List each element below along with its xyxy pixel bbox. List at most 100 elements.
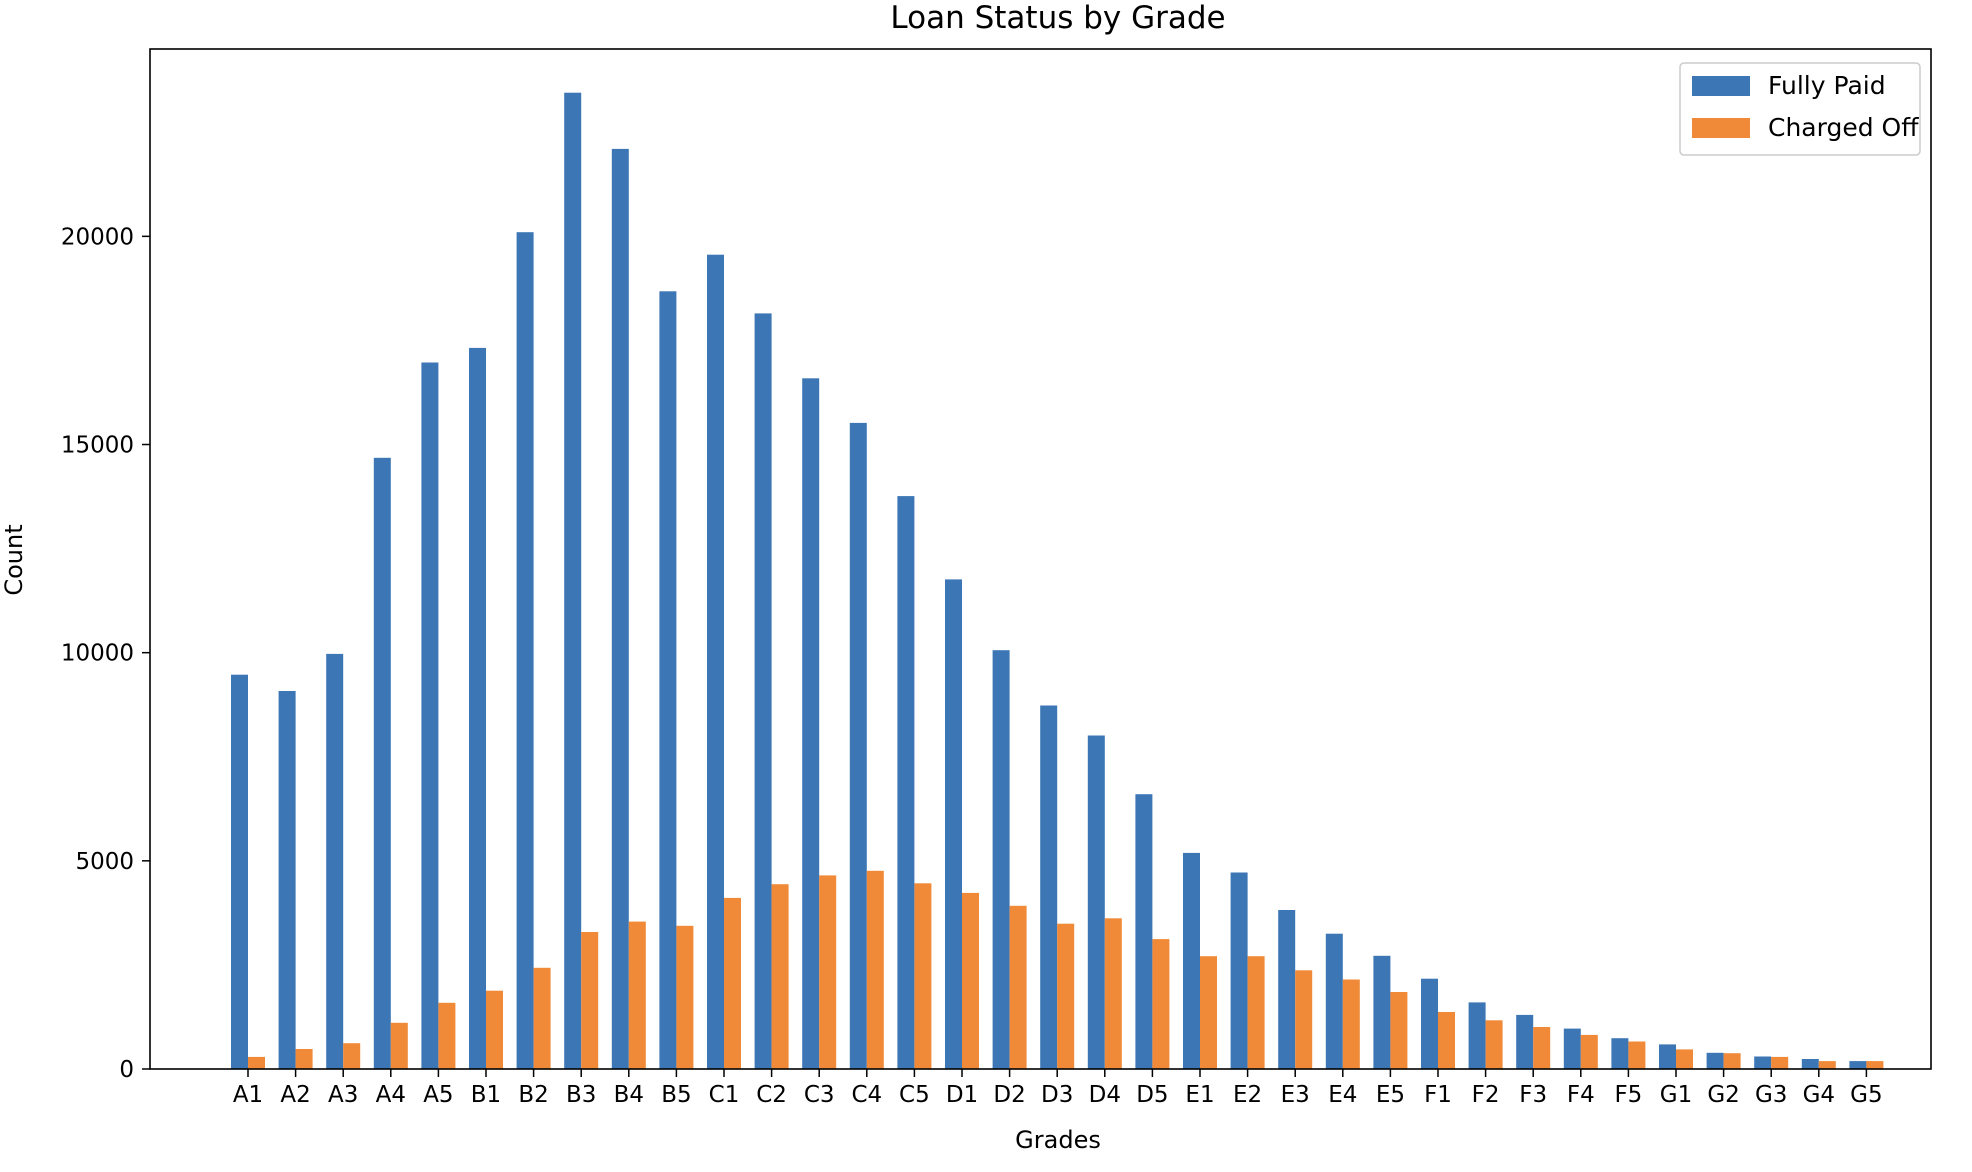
- y-tick-label: 0: [119, 1057, 134, 1083]
- x-tick-label: G1: [1660, 1082, 1692, 1108]
- x-tick-label: D4: [1089, 1082, 1121, 1108]
- x-tick-label: B3: [566, 1082, 596, 1108]
- bar-charged-off-c3: [819, 875, 837, 1069]
- bar-charged-off-f2: [1485, 1020, 1503, 1069]
- bar-fully-paid-f3: [1516, 1014, 1534, 1069]
- bar-charged-off-c1: [724, 897, 741, 1069]
- y-tick-label: 20000: [61, 224, 134, 250]
- bar-fully-paid-d4: [1087, 735, 1105, 1069]
- x-tick-label: F3: [1519, 1082, 1547, 1108]
- chart-title: Loan Status by Grade: [890, 0, 1225, 36]
- bar-charged-off-f1: [1438, 1012, 1455, 1069]
- bar-fully-paid-g3: [1754, 1056, 1772, 1069]
- x-tick-label: A1: [233, 1082, 263, 1108]
- bar-fully-paid-a1: [231, 674, 248, 1069]
- x-tick-label: A2: [280, 1082, 310, 1108]
- x-tick-label: B4: [614, 1082, 644, 1108]
- x-tick-label: G3: [1755, 1082, 1787, 1108]
- bar-charged-off-f3: [1533, 1027, 1551, 1069]
- legend: Fully Paid Charged Off: [1679, 62, 1921, 156]
- x-tick-label: C2: [756, 1082, 787, 1108]
- legend-label-charged-off: Charged Off: [1768, 113, 1919, 142]
- x-tick-label: A3: [328, 1082, 358, 1108]
- series-fully-paid: [231, 92, 1867, 1070]
- x-tick-label: E3: [1281, 1082, 1310, 1108]
- bar-fully-paid-f4: [1563, 1028, 1581, 1069]
- bar-charged-off-a3: [343, 1043, 361, 1069]
- y-tick-label: 10000: [61, 641, 134, 667]
- bar-fully-paid-a2: [278, 691, 296, 1069]
- x-tick-label: E2: [1233, 1082, 1262, 1108]
- x-tick-label: G2: [1707, 1082, 1739, 1108]
- x-axis-label: Grades: [1015, 1126, 1101, 1154]
- bar-charged-off-a4: [390, 1022, 408, 1069]
- x-tick-label: B2: [518, 1082, 548, 1108]
- x-tick-label: F2: [1472, 1082, 1500, 1108]
- x-tick-label: D1: [946, 1082, 978, 1108]
- legend-swatch-fully-paid: [1692, 76, 1750, 96]
- bar-charged-off-a2: [295, 1049, 313, 1069]
- bar-fully-paid-e2: [1230, 872, 1248, 1069]
- x-tick-label: C5: [899, 1082, 930, 1108]
- bar-fully-paid-a4: [373, 457, 391, 1069]
- bar-charged-off-c5: [914, 883, 932, 1069]
- x-tick-label: C1: [709, 1082, 740, 1108]
- bar-fully-paid-b1: [469, 347, 486, 1069]
- bar-charged-off-g1: [1676, 1049, 1693, 1069]
- bar-fully-paid-c4: [849, 422, 867, 1069]
- bar-fully-paid-c3: [802, 378, 820, 1069]
- bar-charged-off-c4: [866, 870, 884, 1069]
- x-tick-label: F4: [1567, 1082, 1595, 1108]
- bar-charged-off-a1: [248, 1056, 265, 1069]
- bar-charged-off-f5: [1628, 1041, 1646, 1069]
- x-tick-label: A5: [423, 1082, 453, 1108]
- bar-charged-off-e3: [1295, 970, 1313, 1069]
- bar-charged-off-g4: [1818, 1061, 1836, 1069]
- bar-fully-paid-g1: [1659, 1044, 1676, 1069]
- bar-charged-off-d2: [1009, 905, 1027, 1069]
- bar-fully-paid-b5: [659, 291, 677, 1069]
- x-tick-label: C4: [851, 1082, 882, 1108]
- series-charged-off: [248, 870, 1884, 1069]
- x-tick-label: F1: [1424, 1082, 1452, 1108]
- x-tick-label: A4: [376, 1082, 406, 1108]
- bar-charged-off-c2: [771, 884, 789, 1069]
- y-tick-label: 5000: [75, 849, 134, 875]
- bar-charged-off-g5: [1866, 1061, 1884, 1069]
- x-tick-label: G4: [1803, 1082, 1835, 1108]
- bar-charged-off-e4: [1342, 979, 1360, 1069]
- x-tick-label: B5: [661, 1082, 691, 1108]
- bar-fully-paid-g2: [1706, 1052, 1724, 1069]
- bar-fully-paid-c2: [754, 313, 772, 1069]
- bar-fully-paid-c5: [897, 496, 915, 1070]
- bar-charged-off-d4: [1104, 918, 1122, 1069]
- bar-charged-off-b4: [628, 921, 646, 1069]
- bar-charged-off-e1: [1200, 956, 1217, 1069]
- bar-fully-paid-e5: [1373, 955, 1391, 1069]
- bar-charged-off-b5: [676, 925, 694, 1069]
- bar-charged-off-b3: [581, 932, 599, 1069]
- bar-fully-paid-d2: [992, 650, 1010, 1069]
- bar-charged-off-b2: [533, 967, 551, 1069]
- bar-fully-paid-c1: [707, 254, 724, 1069]
- y-tick-label: 15000: [61, 433, 134, 459]
- x-tick-label: E1: [1185, 1082, 1214, 1108]
- bar-charged-off-a5: [438, 1002, 456, 1069]
- bar-fully-paid-d1: [945, 579, 962, 1069]
- y-axis-label: Count: [0, 524, 28, 595]
- x-tick-label: E5: [1376, 1082, 1405, 1108]
- bar-fully-paid-b2: [516, 232, 534, 1069]
- bar-charged-off-e2: [1247, 956, 1265, 1069]
- x-tick-label: D2: [993, 1082, 1025, 1108]
- bar-charged-off-d1: [962, 892, 979, 1069]
- bar-fully-paid-e1: [1183, 852, 1200, 1069]
- bar-fully-paid-d5: [1135, 794, 1153, 1069]
- x-tick-label: F5: [1614, 1082, 1642, 1108]
- legend-swatch-charged-off: [1692, 118, 1750, 138]
- bar-charged-off-g2: [1723, 1053, 1741, 1069]
- bar-charged-off-g3: [1771, 1056, 1789, 1069]
- y-axis: 0 5000 10000 15000 20000: [61, 224, 150, 1083]
- bar-charged-off-d3: [1057, 923, 1075, 1069]
- bar-fully-paid-a5: [421, 362, 439, 1069]
